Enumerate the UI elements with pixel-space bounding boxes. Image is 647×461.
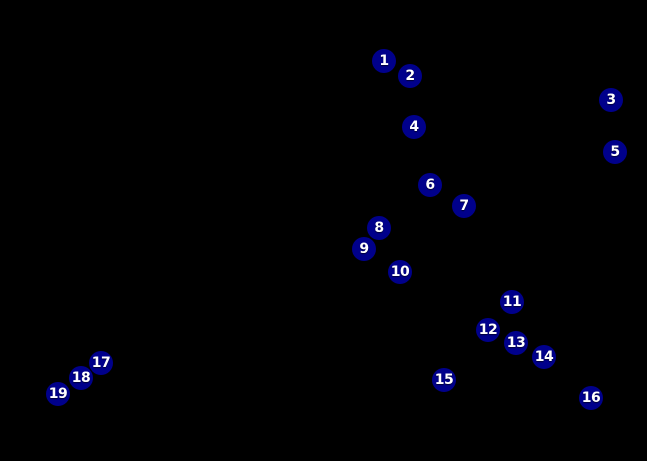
numbered-marker-19[interactable]: 19 bbox=[46, 382, 70, 406]
numbered-marker-16[interactable]: 16 bbox=[579, 386, 603, 410]
numbered-marker-2[interactable]: 2 bbox=[398, 64, 422, 88]
numbered-marker-8[interactable]: 8 bbox=[367, 216, 391, 240]
numbered-marker-14[interactable]: 14 bbox=[532, 345, 556, 369]
numbered-marker-10[interactable]: 10 bbox=[388, 260, 412, 284]
numbered-marker-15[interactable]: 15 bbox=[432, 368, 456, 392]
numbered-marker-17[interactable]: 17 bbox=[89, 351, 113, 375]
numbered-marker-11[interactable]: 11 bbox=[500, 290, 524, 314]
numbered-marker-1[interactable]: 1 bbox=[372, 49, 396, 73]
numbered-marker-7[interactable]: 7 bbox=[452, 194, 476, 218]
numbered-marker-18[interactable]: 18 bbox=[69, 366, 93, 390]
numbered-marker-5[interactable]: 5 bbox=[603, 140, 627, 164]
numbered-marker-6[interactable]: 6 bbox=[418, 173, 442, 197]
numbered-marker-4[interactable]: 4 bbox=[402, 115, 426, 139]
numbered-marker-12[interactable]: 12 bbox=[476, 318, 500, 342]
numbered-marker-3[interactable]: 3 bbox=[599, 88, 623, 112]
numbered-marker-9[interactable]: 9 bbox=[352, 237, 376, 261]
numbered-marker-13[interactable]: 13 bbox=[504, 331, 528, 355]
